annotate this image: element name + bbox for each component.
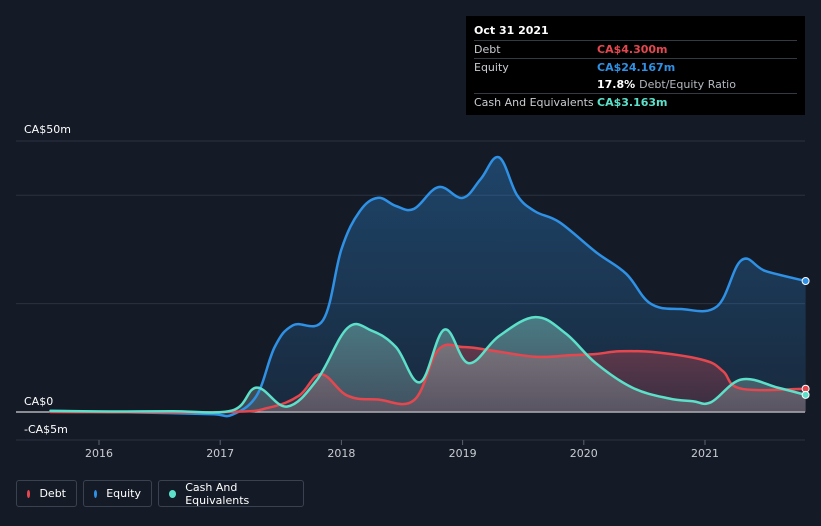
tooltip-ratio-label: Debt/Equity Ratio [639, 78, 736, 91]
tooltip-row-ratio: 17.8% Debt/Equity Ratio [474, 76, 797, 93]
x-tick-label: 2017 [206, 447, 234, 460]
legend-cash-label: Cash And Equivalents [185, 480, 250, 507]
tooltip-ratio-value: 17.8% [597, 78, 636, 91]
legend-equity[interactable]: Equity [83, 480, 152, 507]
tooltip-row-equity: Equity CA$24.167m [474, 58, 797, 76]
legend-equity-dot [94, 489, 98, 498]
legend-debt[interactable]: Debt [16, 480, 77, 507]
legend-debt-dot [27, 489, 31, 498]
y-label-zero: CA$0 [24, 395, 54, 408]
tooltip-date: Oct 31 2021 [474, 24, 549, 37]
x-tick-label: 2018 [327, 447, 355, 460]
debt-line [49, 343, 807, 414]
legend-equity-label: Equity [106, 487, 141, 500]
equity-end-point [801, 277, 810, 285]
equity-line [49, 155, 807, 418]
tooltip-debt-value: CA$4.300m [597, 43, 668, 56]
tooltip-row-cash: Cash And Equivalents CA$3.163m [474, 93, 797, 111]
x-tick-label: 2016 [85, 447, 113, 460]
legend-cash[interactable]: Cash And Equivalents [158, 480, 304, 507]
y-label-max: CA$50m [24, 123, 71, 136]
tooltip-cash-value: CA$3.163m [597, 96, 668, 109]
legend-debt-label: Debt [39, 487, 66, 500]
tooltip-equity-label: Equity [474, 61, 509, 74]
cash-and-equivalents-area [50, 317, 806, 413]
y-label-min: -CA$5m [24, 423, 68, 436]
tooltip-row-debt: Debt CA$4.300m [474, 40, 797, 58]
cash-and-equivalents-end-point [801, 390, 810, 399]
tooltip-cash-label: Cash And Equivalents [474, 96, 594, 109]
legend-cash-dot [169, 489, 177, 498]
x-tick-label: 2021 [691, 447, 719, 460]
tooltip-equity-value: CA$24.167m [597, 61, 676, 74]
tooltip-panel: Oct 31 2021 Debt CA$4.300m Equity CA$24.… [466, 16, 805, 115]
x-tick-label: 2019 [449, 447, 477, 460]
cash-and-equivalents-line [49, 315, 807, 414]
x-tick-label: 2020 [570, 447, 598, 460]
tooltip-debt-label: Debt [474, 43, 501, 56]
